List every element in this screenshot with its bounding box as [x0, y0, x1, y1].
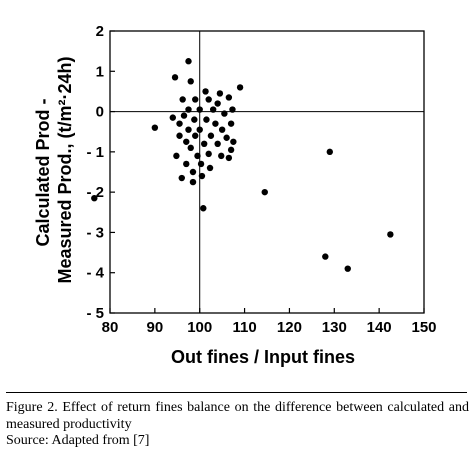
y-axis-ticks: 2 1 0 - 1 - 2 - 3 - 4 - 5 [86, 23, 115, 322]
data-point [261, 188, 268, 196]
data-point [387, 231, 394, 238]
data-point [196, 126, 203, 133]
data-point [236, 84, 244, 91]
data-point [191, 116, 198, 123]
y-tick-label: - 4 [86, 265, 104, 282]
data-point [216, 90, 224, 97]
data-point [227, 120, 235, 127]
data-point [176, 132, 183, 139]
data-point [205, 96, 212, 103]
y-tick-label: - 1 [86, 144, 104, 161]
data-point [225, 94, 233, 101]
data-point [192, 132, 199, 139]
x-axis-ticks: 80 90 100 110 120 130 140 150 [102, 308, 437, 336]
data-point [187, 144, 194, 152]
data-point [202, 88, 209, 95]
data-point [218, 126, 226, 133]
data-points [91, 58, 394, 272]
y-axis-title: Calculated Prod - Measured Prod., (t/m²·… [33, 56, 75, 283]
x-tick-label: 120 [277, 319, 302, 336]
data-point [212, 120, 219, 127]
data-point [183, 160, 190, 168]
caption-source: Source: Adapted from [7] [6, 433, 150, 448]
data-point [171, 74, 179, 81]
data-point [218, 152, 225, 160]
data-point [214, 100, 221, 107]
y-tick-label: - 2 [86, 184, 104, 201]
data-point [201, 140, 208, 147]
caption-text: Figure 2. Effect of return fines balance… [6, 400, 469, 432]
x-tick-label: 80 [102, 319, 119, 336]
data-point [200, 205, 207, 212]
data-point [344, 265, 351, 272]
x-tick-label: 130 [322, 319, 347, 336]
y-tick-label: 0 [96, 104, 104, 121]
data-point [185, 58, 192, 65]
data-point [180, 112, 188, 119]
data-point [151, 124, 159, 131]
y-tick-label: - 3 [86, 224, 104, 241]
data-point [192, 96, 199, 103]
x-tick-label: 150 [411, 319, 436, 336]
data-point [214, 140, 221, 147]
data-point [194, 152, 201, 160]
data-point [230, 138, 237, 145]
plot-area [109, 30, 425, 314]
data-point [209, 106, 217, 113]
data-point [169, 114, 176, 121]
figure-caption: Figure 2. Effect of return fines balance… [6, 400, 469, 450]
data-point [225, 154, 233, 162]
data-point [185, 126, 192, 133]
data-point [189, 168, 197, 176]
data-point [322, 253, 329, 260]
data-point [206, 164, 214, 172]
data-point [189, 178, 197, 186]
data-point [205, 150, 212, 158]
data-point [176, 120, 183, 127]
data-point [198, 172, 206, 180]
x-tick-label: 110 [232, 319, 256, 336]
data-point [179, 96, 186, 103]
y-tick-label: 1 [96, 63, 104, 80]
y-tick-label: 2 [96, 23, 104, 40]
data-point [185, 106, 192, 113]
data-point [178, 174, 185, 182]
data-point [326, 148, 333, 156]
caption-divider [6, 392, 467, 393]
data-point [91, 194, 98, 202]
x-tick-label: 90 [147, 319, 164, 336]
x-tick-label: 100 [187, 319, 212, 336]
data-point [197, 160, 205, 168]
data-point [221, 110, 228, 117]
y-axis-title-line-1: Calculated Prod - [33, 98, 53, 246]
data-point [227, 146, 235, 154]
scatter-chart: 80 90 100 110 120 130 140 150 2 1 0 - 1 - 2 - 3 - 4 - … [33, 23, 437, 367]
data-point [196, 106, 203, 113]
data-point [203, 116, 210, 123]
data-point [229, 106, 236, 113]
data-point [207, 132, 215, 139]
data-point [183, 138, 190, 145]
data-point [187, 78, 194, 85]
y-axis-title-line-2: Measured Prod., (t/m²·24h) [55, 56, 75, 283]
x-axis-title: Out fines / Input fines [171, 347, 355, 367]
data-point [173, 152, 180, 160]
x-tick-label: 140 [367, 319, 392, 336]
y-tick-label: - 5 [86, 305, 104, 322]
data-point [223, 134, 230, 141]
